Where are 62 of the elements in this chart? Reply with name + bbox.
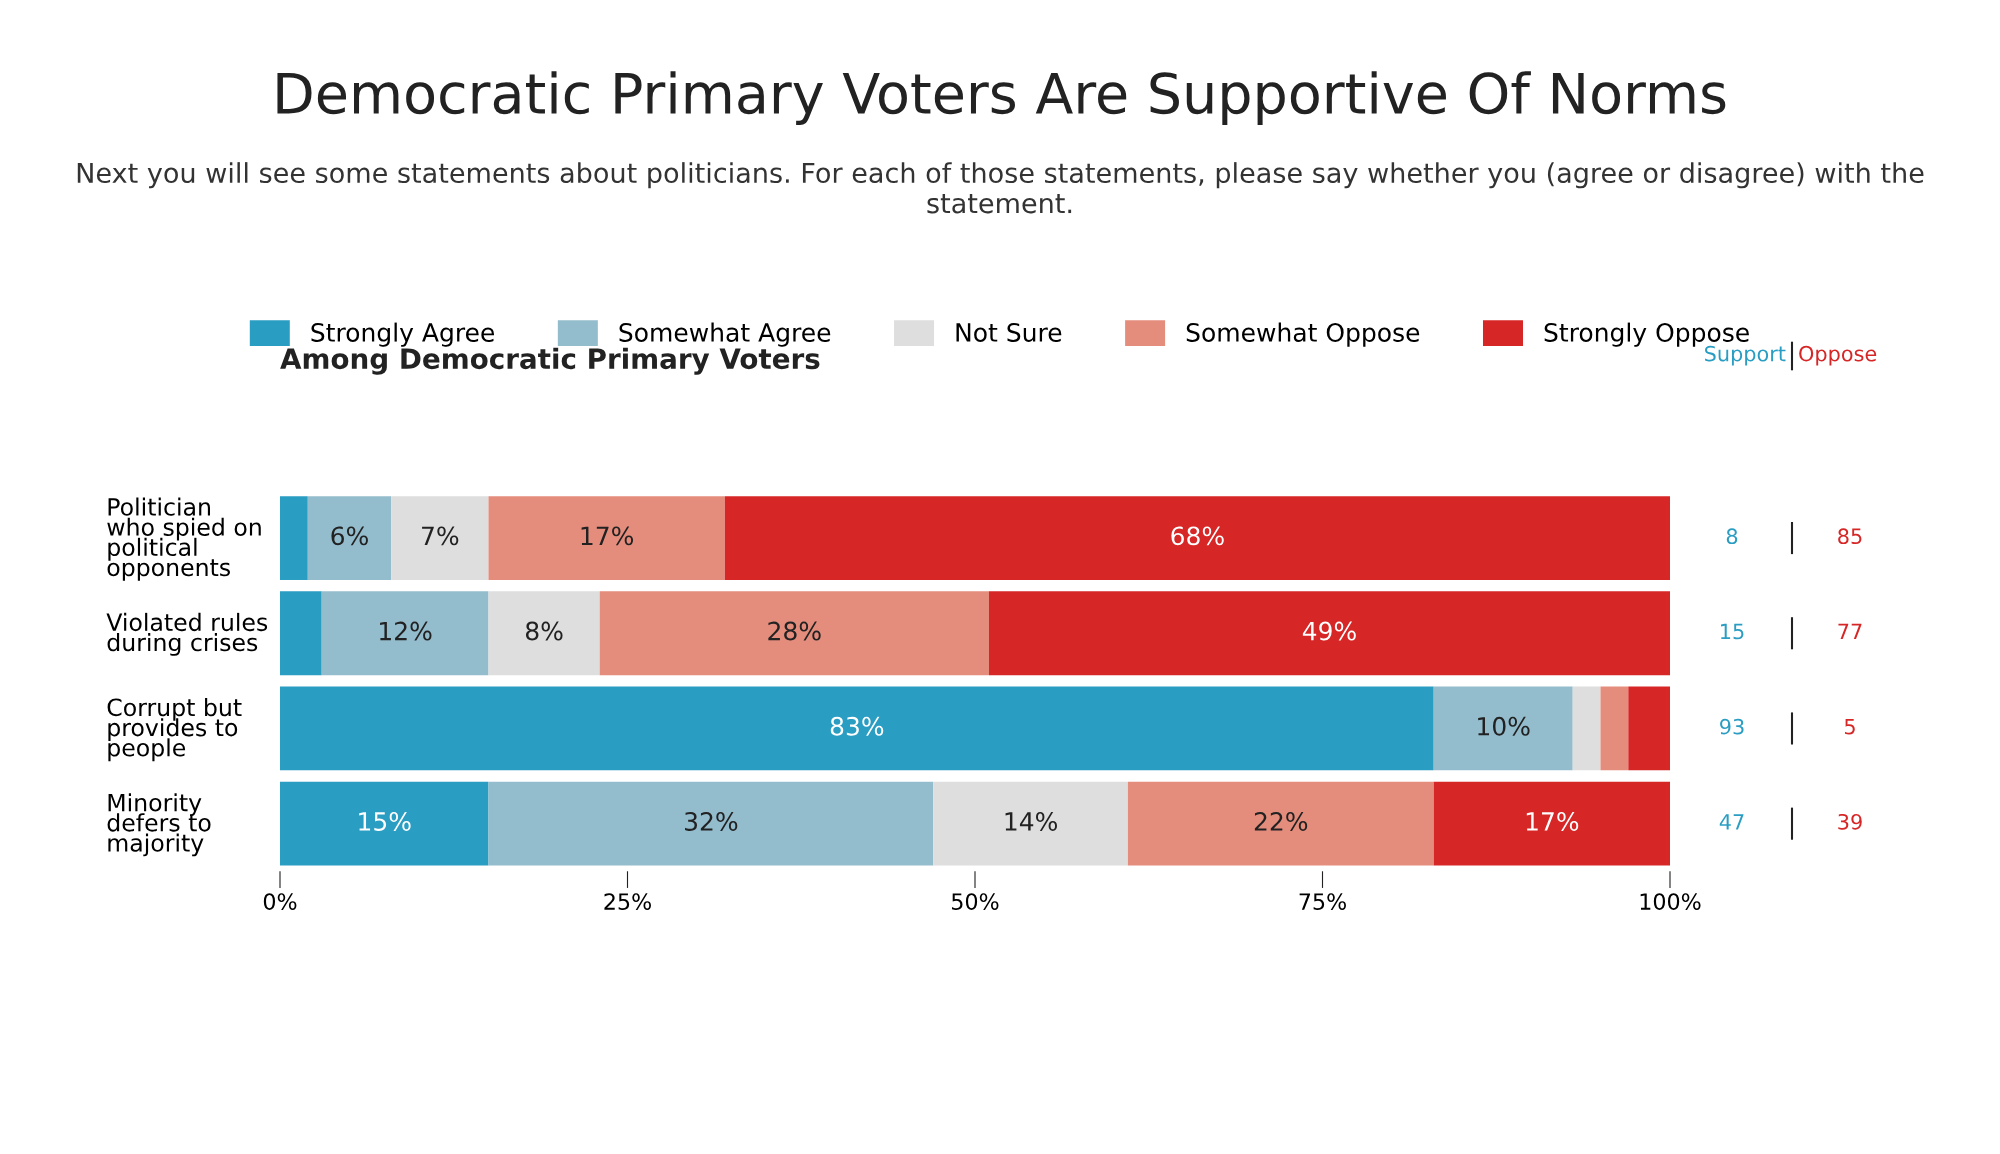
bar <box>1572 686 1601 771</box>
text: 85 <box>1838 528 1862 545</box>
bar <box>1628 686 1670 771</box>
data-label: 7% <box>422 526 459 546</box>
bar <box>933 781 1128 866</box>
data-label: 15% <box>359 812 411 831</box>
data-label: 83% <box>830 716 884 736</box>
bar <box>1433 686 1573 771</box>
bar <box>724 496 1670 580</box>
data-label: 6% <box>331 526 368 546</box>
data-label: 68% <box>1171 526 1224 546</box>
chart-title: Democratic Primary Voters Are Supportive Of Norms <box>277 71 1726 125</box>
bar <box>280 781 489 866</box>
text: Oppose <box>1799 345 1877 366</box>
x-tick-label: 75% <box>1299 893 1346 910</box>
legend-label: Somewhat Oppose <box>1186 322 1420 347</box>
text: 93 <box>1720 718 1744 735</box>
data-label: 10% <box>1478 716 1530 736</box>
data-label: 12% <box>380 621 432 641</box>
legend-label: Somewhat Agree <box>619 322 831 347</box>
legend-label: Not Sure <box>956 323 1062 342</box>
bar <box>280 496 308 580</box>
data-label: 28% <box>768 621 821 641</box>
bar <box>488 781 934 866</box>
text: 77 <box>1838 623 1862 640</box>
bar <box>1433 781 1670 866</box>
bar <box>280 591 322 676</box>
text: Support <box>1705 345 1786 366</box>
x-tick-label: 100% <box>1640 893 1701 910</box>
bar <box>280 686 1434 771</box>
legend-label: Strongly Oppose <box>1544 322 1749 347</box>
data-label: 17% <box>581 526 634 546</box>
x-tick-label: 50% <box>952 893 999 910</box>
y-tick-label: Corrupt but provides to people <box>107 697 242 762</box>
y-tick-label: Minority defers to majority <box>107 793 211 857</box>
data-label: 32% <box>685 812 738 831</box>
text: 5 <box>1844 719 1855 735</box>
legend-label: Strongly Agree <box>311 322 494 347</box>
x-tick-label: 25% <box>604 893 651 910</box>
text: 15 <box>1721 623 1744 640</box>
y-tick-label: Violated rules during crises <box>106 612 268 656</box>
data-label: 14% <box>1005 812 1057 831</box>
bar <box>1127 781 1434 866</box>
bar <box>599 591 989 676</box>
data-label: 17% <box>1526 812 1579 831</box>
text: Among Democratic Primary Voters <box>280 347 820 375</box>
x-tick-label: 0% <box>263 893 297 910</box>
bar <box>1600 686 1629 771</box>
bar <box>321 591 489 676</box>
text: 47 <box>1719 814 1744 830</box>
bar <box>488 496 725 580</box>
bar <box>488 591 600 676</box>
data-label: 22% <box>1254 812 1308 831</box>
text: 39 <box>1838 813 1862 830</box>
bar <box>391 496 489 580</box>
data-label: 8% <box>525 621 563 641</box>
text: 8 <box>1726 528 1738 545</box>
y-tick-label: Politician who spied on political opponents <box>107 497 261 581</box>
data-label: 49% <box>1302 621 1356 641</box>
chart-subtitle: Next you will see some statements about politicians. For each of those statements, please say whether you (agree or disagree) with the statement. <box>77 162 1924 214</box>
bar <box>988 591 1670 676</box>
bar <box>307 496 392 580</box>
